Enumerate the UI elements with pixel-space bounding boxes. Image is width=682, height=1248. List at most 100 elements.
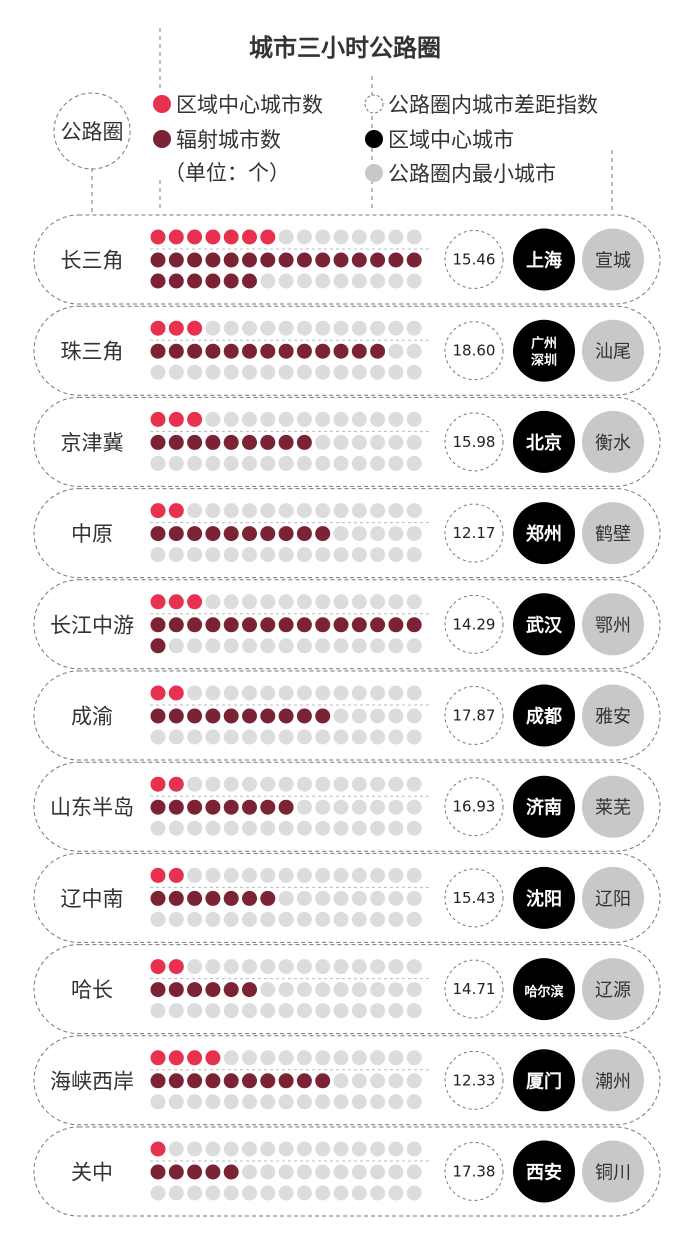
empty-dot <box>242 594 257 610</box>
empty-dot <box>333 708 349 724</box>
empty-dot <box>315 982 331 998</box>
radiation-dot <box>351 617 367 633</box>
empty-dot <box>296 364 312 380</box>
empty-dot <box>223 1141 239 1157</box>
empty-dot <box>351 273 367 289</box>
empty-dot <box>351 776 367 792</box>
empty-dot <box>242 1141 257 1157</box>
group-name: 长三角 <box>61 249 124 273</box>
empty-dot <box>168 1094 184 1110</box>
empty-dot <box>296 411 312 427</box>
gap-index-circle <box>444 594 504 654</box>
empty-dot <box>205 729 221 745</box>
empty-dot <box>388 1164 404 1180</box>
regional-center-dot <box>205 1050 221 1066</box>
empty-dot <box>296 229 312 245</box>
regional-center-dot <box>150 1141 166 1157</box>
empty-dot <box>406 638 422 654</box>
smallest-city-name: 铜川 <box>595 1163 631 1184</box>
empty-dot <box>296 503 312 519</box>
empty-dot <box>370 273 386 289</box>
radiation-dot <box>242 799 257 815</box>
radiation-dot <box>150 982 166 998</box>
empty-dot <box>333 594 349 610</box>
center-city-circle <box>513 319 575 382</box>
empty-dot <box>370 820 386 836</box>
empty-dot <box>205 503 221 519</box>
empty-dot <box>150 1185 166 1201</box>
empty-dot <box>315 273 331 289</box>
empty-dot <box>315 776 331 792</box>
empty-dot <box>351 1003 367 1019</box>
regional-center-dot <box>150 229 166 245</box>
empty-dot <box>278 273 294 289</box>
empty-dot <box>406 799 422 815</box>
radiation-dot <box>150 343 166 359</box>
radiation-dot <box>187 1164 203 1180</box>
radiation-dot <box>187 434 203 450</box>
empty-dot <box>278 364 294 380</box>
radiation-dot <box>223 982 239 998</box>
empty-dot <box>370 685 386 701</box>
radiation-dot <box>315 708 331 724</box>
empty-dot <box>388 1185 404 1201</box>
empty-dot <box>223 729 239 745</box>
empty-dot <box>223 320 239 336</box>
empty-dot <box>388 1094 404 1110</box>
radiation-dot <box>260 526 276 542</box>
empty-dot <box>315 1164 331 1180</box>
empty-dot <box>351 890 367 906</box>
radiation-dot <box>223 434 239 450</box>
radiation-dot <box>205 617 221 633</box>
empty-dot <box>223 867 239 883</box>
empty-dot <box>370 1073 386 1089</box>
empty-dot <box>242 320 257 336</box>
empty-dot <box>388 1073 404 1089</box>
empty-dot <box>370 320 386 336</box>
empty-dot <box>333 526 349 542</box>
radiation-dot <box>150 526 166 542</box>
radiation-dot <box>242 617 257 633</box>
empty-dot <box>406 229 422 245</box>
empty-dot <box>388 776 404 792</box>
empty-dot <box>223 1094 239 1110</box>
empty-dot <box>370 229 386 245</box>
radiation-dot <box>242 1073 257 1089</box>
empty-dot <box>278 1185 294 1201</box>
regional-center-dot <box>223 229 239 245</box>
radiation-dot <box>150 434 166 450</box>
radiation-dot <box>260 252 276 268</box>
empty-dot <box>242 455 257 471</box>
regional-center-dot <box>187 594 203 610</box>
empty-dot <box>333 1073 349 1089</box>
radiation-dot <box>168 526 184 542</box>
empty-dot <box>333 411 349 427</box>
empty-dot <box>296 1164 312 1180</box>
empty-dot <box>388 867 404 883</box>
radiation-dot <box>168 890 184 906</box>
empty-dot <box>370 1141 386 1157</box>
gap-index-circle <box>444 230 504 289</box>
empty-dot <box>296 594 312 610</box>
radiation-dot <box>333 617 349 633</box>
empty-dot <box>333 1185 349 1201</box>
empty-dot <box>205 1094 221 1110</box>
radiation-dot <box>150 708 166 724</box>
empty-dot <box>388 911 404 927</box>
legend-circle-label-ring <box>53 92 131 170</box>
radiation-dot <box>168 343 184 359</box>
radiation-dot <box>187 252 203 268</box>
regional-center-dot <box>260 229 276 245</box>
radiation-dot <box>150 1073 166 1089</box>
empty-dot <box>260 1050 276 1066</box>
radiation-dot <box>187 273 203 289</box>
empty-dot <box>388 229 404 245</box>
empty-dot <box>351 1141 367 1157</box>
empty-dot <box>333 1003 349 1019</box>
regional-center-dot <box>242 229 257 245</box>
empty-dot <box>278 1141 294 1157</box>
empty-dot <box>406 1050 422 1066</box>
smallest-city-circle <box>582 593 644 656</box>
regional-center-dot <box>168 959 184 975</box>
empty-dot <box>150 364 166 380</box>
